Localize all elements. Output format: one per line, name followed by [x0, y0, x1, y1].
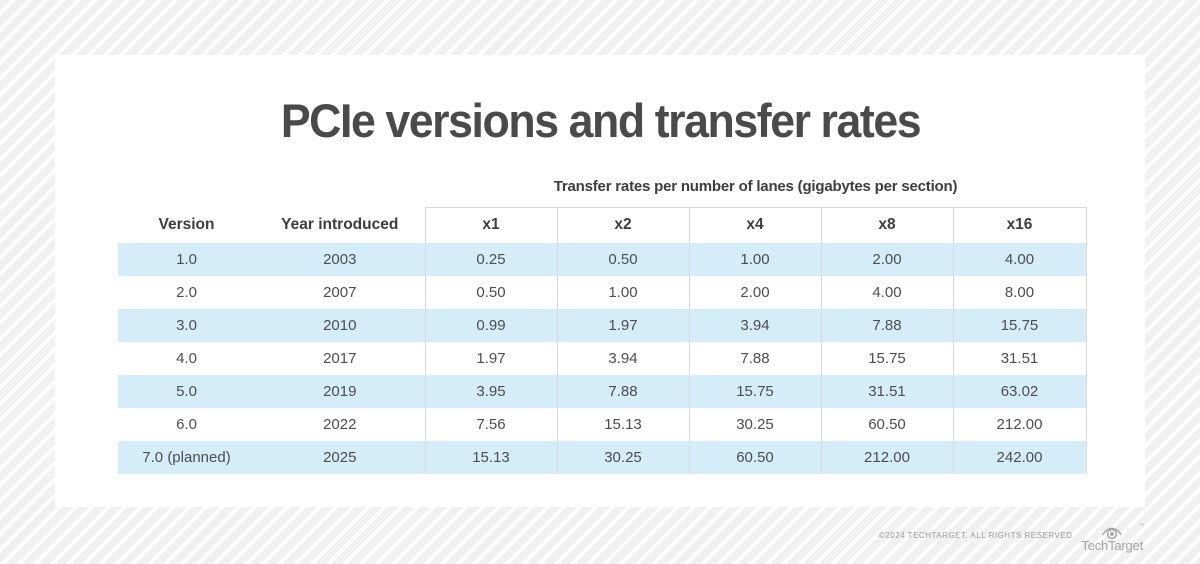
copyright-text: ©2024 TECHTARGET. ALL RIGHTS RESERVED [878, 531, 1073, 540]
cell-x1: 0.25 [424, 242, 557, 276]
page-title-text: PCIe versions and transfer rates [280, 94, 921, 147]
cell-x1: 15.13 [424, 440, 557, 474]
cell-x8: 7.88 [820, 308, 953, 342]
cell-version: 6.0 [176, 415, 197, 433]
column-header-x16: x16 [952, 207, 1087, 243]
cell-x2: 15.13 [556, 407, 689, 441]
cell-x4: 7.88 [688, 341, 821, 375]
cell-x4: 30.25 [688, 407, 821, 441]
cell-x4: 15.75 [688, 374, 821, 408]
cell-version: 7.0 (planned) [142, 448, 231, 466]
column-header-version: Version [118, 207, 255, 243]
cell-year-introduced: 2007 [323, 283, 357, 301]
column-header-year-introduced: Year introduced [255, 207, 425, 243]
cell-year-introduced: 2022 [323, 415, 357, 433]
cell-x16: 63.02 [952, 374, 1087, 408]
brand-name: TechTarget [1081, 538, 1143, 553]
table-row: 5.0 2019 3.95 7.88 15.75 31.51 63.02 [118, 374, 1087, 408]
cell-version: 5.0 [176, 382, 197, 400]
cell-version: 1.0 [176, 250, 197, 268]
cell-x2: 30.25 [556, 440, 689, 474]
cell-x1: 3.95 [424, 374, 557, 408]
column-header-x1: x1 [424, 207, 557, 243]
pcie-table: Version Year introduced x1 x2 x4 x8 x16 1.0 200… [118, 207, 1087, 474]
trademark-symbol: ™ [1139, 523, 1144, 529]
column-header-x4: x4 [688, 207, 821, 243]
cell-version: 2.0 [176, 283, 197, 301]
cell-year-introduced: 2003 [323, 250, 357, 268]
table-row: 1.0 2003 0.25 0.50 1.00 2.00 4.00 [118, 242, 1087, 276]
cell-x8: 4.00 [820, 275, 953, 309]
cell-x8: 15.75 [820, 341, 953, 375]
cell-x2: 7.88 [556, 374, 689, 408]
cell-version: 3.0 [176, 316, 197, 334]
cell-x2: 1.00 [556, 275, 689, 309]
cell-x4: 1.00 [688, 242, 821, 276]
column-header-x8: x8 [820, 207, 953, 243]
table-row: 3.0 2010 0.99 1.97 3.94 7.88 15.75 [118, 308, 1087, 342]
table-row: 2.0 2007 0.50 1.00 2.00 4.00 8.00 [118, 275, 1087, 309]
cell-year-introduced: 2010 [323, 316, 357, 334]
cell-x16: 4.00 [952, 242, 1087, 276]
cell-version: 4.0 [176, 349, 197, 367]
cell-x16: 242.00 [952, 440, 1087, 474]
cell-year-introduced: 2019 [323, 382, 357, 400]
cell-x8: 212.00 [820, 440, 953, 474]
cell-x8: 2.00 [820, 242, 953, 276]
column-header-x2: x2 [556, 207, 689, 243]
cell-year-introduced: 2025 [323, 448, 357, 466]
cell-x16: 212.00 [952, 407, 1087, 441]
cell-x16: 31.51 [952, 341, 1087, 375]
cell-x2: 3.94 [556, 341, 689, 375]
table-row: 7.0 (planned) 2025 15.13 30.25 60.50 212.00 24… [118, 440, 1087, 474]
cell-x8: 60.50 [820, 407, 953, 441]
cell-x4: 2.00 [688, 275, 821, 309]
cell-x1: 7.56 [424, 407, 557, 441]
cell-x1: 1.97 [424, 341, 557, 375]
cell-x2: 1.97 [556, 308, 689, 342]
cell-x8: 31.51 [820, 374, 953, 408]
cell-year-introduced: 2017 [323, 349, 357, 367]
cell-x1: 0.99 [424, 308, 557, 342]
table-row: 4.0 2017 1.97 3.94 7.88 15.75 31.51 [118, 341, 1087, 375]
cell-x16: 8.00 [952, 275, 1087, 309]
techtarget-logo: ™ TechTarget [1081, 523, 1144, 553]
table-row: 6.0 2022 7.56 15.13 30.25 60.50 212.00 [118, 407, 1087, 441]
eye-icon [1102, 527, 1123, 540]
cell-x4: 60.50 [688, 440, 821, 474]
page-title: PCIe versions and transfer rates [55, 93, 1145, 148]
cell-x1: 0.50 [424, 275, 557, 309]
lanes-group-header: Transfer rates per number of lanes (giga… [553, 178, 958, 195]
footer: ©2024 TECHTARGET. ALL RIGHTS RESERVED ™ … [878, 523, 1144, 553]
infographic-card: PCIe versions and transfer rates Transfe… [55, 55, 1145, 507]
cell-x16: 15.75 [952, 308, 1087, 342]
cell-x4: 3.94 [688, 308, 821, 342]
cell-x2: 0.50 [556, 242, 689, 276]
table-header-row: Version Year introduced x1 x2 x4 x8 x16 [118, 207, 1087, 243]
